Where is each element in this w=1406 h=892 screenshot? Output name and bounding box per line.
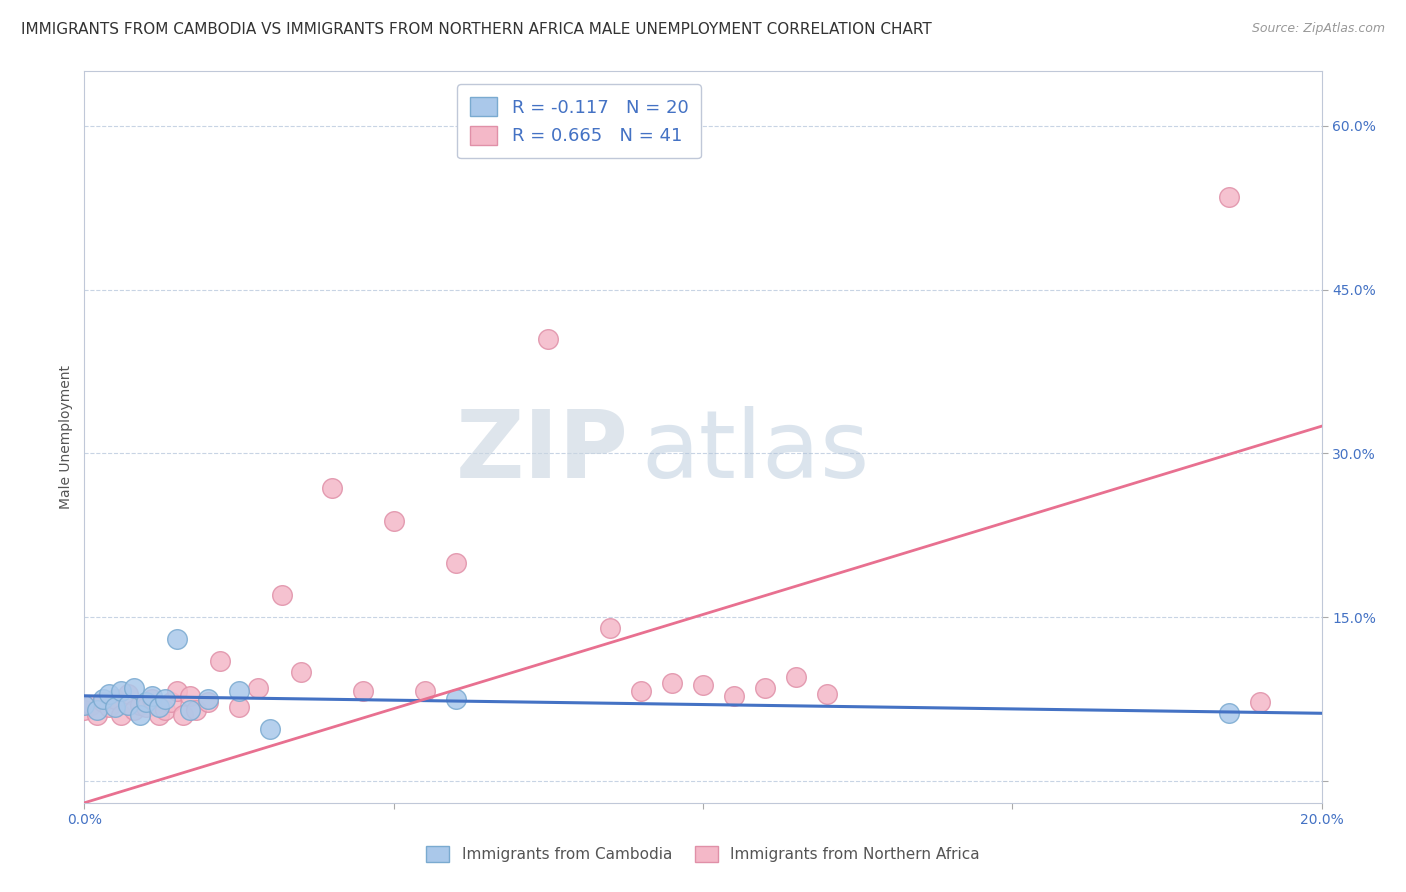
- Point: [754, 681, 776, 695]
- Point: [382, 514, 405, 528]
- Point: [630, 684, 652, 698]
- Point: [444, 556, 467, 570]
- Point: [122, 703, 145, 717]
- Point: [352, 684, 374, 698]
- Point: [98, 699, 121, 714]
- Point: [91, 695, 114, 709]
- Point: [160, 695, 183, 709]
- Point: [179, 689, 201, 703]
- Point: [135, 695, 157, 709]
- Point: [179, 703, 201, 717]
- Point: [86, 708, 108, 723]
- Point: [290, 665, 312, 679]
- Legend: Immigrants from Cambodia, Immigrants from Northern Africa: Immigrants from Cambodia, Immigrants fro…: [420, 839, 986, 868]
- Point: [209, 654, 232, 668]
- Text: IMMIGRANTS FROM CAMBODIA VS IMMIGRANTS FROM NORTHERN AFRICA MALE UNEMPLOYMENT CO: IMMIGRANTS FROM CAMBODIA VS IMMIGRANTS F…: [21, 22, 932, 37]
- Point: [197, 692, 219, 706]
- Point: [122, 681, 145, 695]
- Point: [271, 588, 294, 602]
- Point: [117, 687, 139, 701]
- Point: [197, 695, 219, 709]
- Point: [599, 621, 621, 635]
- Point: [141, 692, 163, 706]
- Text: Source: ZipAtlas.com: Source: ZipAtlas.com: [1251, 22, 1385, 36]
- Point: [321, 482, 343, 496]
- Point: [228, 699, 250, 714]
- Point: [785, 670, 807, 684]
- Point: [86, 703, 108, 717]
- Point: [117, 698, 139, 712]
- Point: [723, 689, 745, 703]
- Point: [73, 703, 96, 717]
- Point: [184, 703, 207, 717]
- Point: [1218, 706, 1240, 721]
- Point: [153, 692, 176, 706]
- Point: [98, 687, 121, 701]
- Point: [537, 332, 560, 346]
- Point: [246, 681, 269, 695]
- Point: [148, 708, 170, 723]
- Point: [129, 708, 152, 723]
- Point: [444, 692, 467, 706]
- Point: [692, 678, 714, 692]
- Text: atlas: atlas: [641, 406, 869, 498]
- Point: [110, 684, 132, 698]
- Point: [148, 699, 170, 714]
- Point: [91, 692, 114, 706]
- Point: [135, 699, 157, 714]
- Point: [661, 675, 683, 690]
- Point: [141, 689, 163, 703]
- Text: ZIP: ZIP: [456, 406, 628, 498]
- Point: [413, 684, 436, 698]
- Point: [166, 684, 188, 698]
- Y-axis label: Male Unemployment: Male Unemployment: [59, 365, 73, 509]
- Point: [129, 698, 152, 712]
- Point: [1218, 190, 1240, 204]
- Point: [1249, 695, 1271, 709]
- Point: [79, 698, 101, 712]
- Point: [815, 687, 838, 701]
- Point: [166, 632, 188, 646]
- Point: [153, 703, 176, 717]
- Point: [172, 708, 194, 723]
- Point: [228, 684, 250, 698]
- Point: [259, 722, 281, 736]
- Point: [73, 698, 96, 712]
- Point: [110, 708, 132, 723]
- Point: [104, 692, 127, 706]
- Point: [104, 699, 127, 714]
